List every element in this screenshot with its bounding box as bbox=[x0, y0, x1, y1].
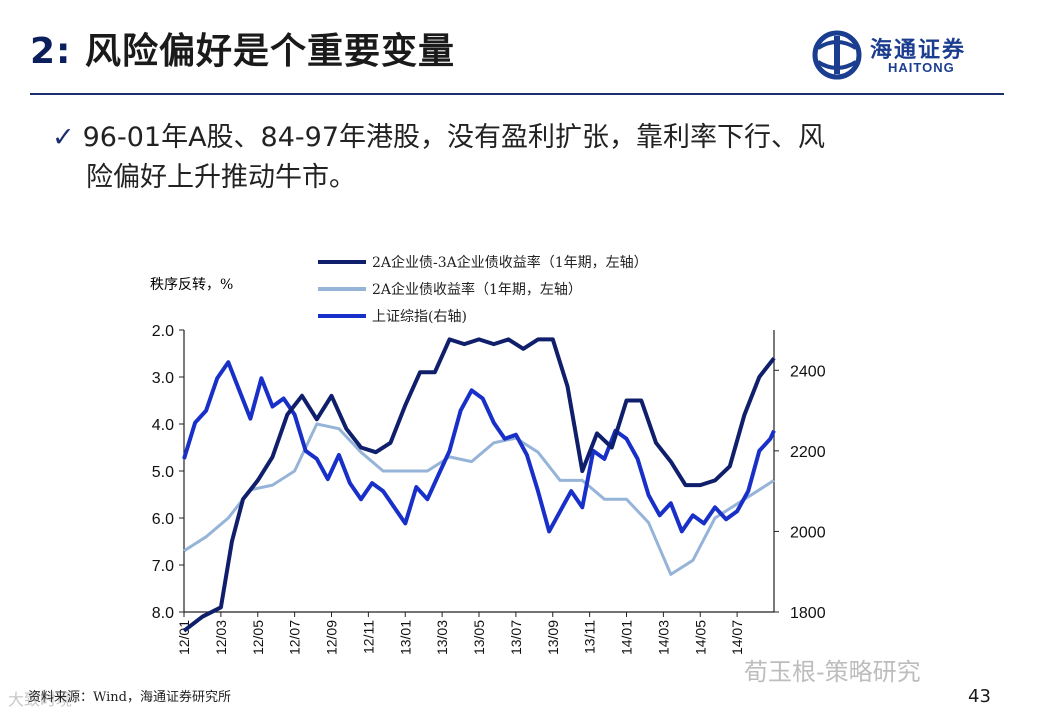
x-tick-label: 12/11 bbox=[360, 620, 376, 654]
x-tick-label: 13/09 bbox=[545, 620, 561, 655]
haitong-logo: 海通证券 HAITONG bbox=[812, 30, 1012, 80]
x-tick-label: 13/01 bbox=[397, 620, 413, 655]
right-tick-label: 2200 bbox=[790, 444, 826, 461]
title-text: 风险偏好是个重要变量 bbox=[85, 31, 456, 72]
x-tick-label: 13/11 bbox=[582, 620, 598, 654]
series-line-1 bbox=[182, 337, 776, 633]
x-tick-label: 14/07 bbox=[729, 620, 745, 655]
bullet-line-2: 险偏好上升推动牛市。 bbox=[86, 162, 356, 193]
x-tick-label: 12/07 bbox=[287, 620, 303, 655]
bullet-line-1: 96-01年A股、84-97年港股，没有盈利扩张，靠利率下行、风 bbox=[82, 122, 826, 153]
x-tick-label: 14/05 bbox=[692, 620, 708, 655]
title-number: 2: bbox=[30, 31, 72, 72]
x-tick-label: 14/01 bbox=[619, 620, 635, 655]
right-tick-label: 2000 bbox=[790, 524, 826, 541]
left-axis-unit-label: 秩序反转，% bbox=[150, 277, 233, 293]
x-tick-label: 13/05 bbox=[471, 620, 487, 655]
chart-legend: 2A企业债-3A企业债收益率（1年期，左轴） 2A企业债收益率（1年期，左轴） 上证… bbox=[318, 254, 648, 325]
watermark-left: 大致时境 bbox=[8, 690, 73, 709]
right-tick-label: 1800 bbox=[790, 605, 826, 622]
left-tick-label: 8.0 bbox=[152, 605, 174, 622]
x-tick-label: 13/03 bbox=[434, 620, 450, 655]
page-number: 43 bbox=[968, 686, 991, 707]
x-tick-label: 12/09 bbox=[324, 620, 340, 655]
logo-english: HAITONG bbox=[888, 60, 955, 75]
x-tick-label: 14/03 bbox=[655, 620, 671, 655]
right-tick-label: 2400 bbox=[790, 363, 826, 380]
checkmark-icon: ✓ bbox=[52, 122, 75, 153]
left-tick-label: 2.0 bbox=[152, 323, 174, 340]
left-tick-label: 6.0 bbox=[152, 511, 174, 528]
left-tick-label: 7.0 bbox=[152, 558, 174, 575]
logo-chinese: 海通证券 bbox=[870, 37, 967, 63]
page-title: 2: 风险偏好是个重要变量 bbox=[30, 22, 455, 74]
x-tick-label: 12/03 bbox=[213, 620, 229, 655]
series-line-3 bbox=[182, 360, 776, 534]
source-note: 资料来源：Wind，海通证券研究所 bbox=[28, 690, 231, 705]
legend-label-2: 2A企业债收益率（1年期，左轴） bbox=[372, 281, 582, 298]
legend-label-3: 上证综指(右轴) bbox=[372, 309, 467, 325]
x-tick-label: 12/05 bbox=[250, 620, 266, 655]
legend-label-1: 2A企业债-3A企业债收益率（1年期，左轴） bbox=[372, 254, 648, 271]
bullet-point: ✓ 96-01年A股、84-97年港股，没有盈利扩张，靠利率下行、风 险偏好上升推… bbox=[52, 118, 972, 198]
haitong-emblem-icon bbox=[812, 30, 862, 80]
left-tick-label: 5.0 bbox=[152, 464, 174, 481]
left-tick-label: 3.0 bbox=[152, 370, 174, 387]
header-divider bbox=[30, 93, 1004, 95]
x-tick-label: 13/07 bbox=[508, 620, 524, 655]
left-tick-label: 4.0 bbox=[152, 417, 174, 434]
series-line-2 bbox=[183, 422, 775, 576]
wechat-watermark: 荀玉根-策略研究 bbox=[744, 658, 921, 686]
